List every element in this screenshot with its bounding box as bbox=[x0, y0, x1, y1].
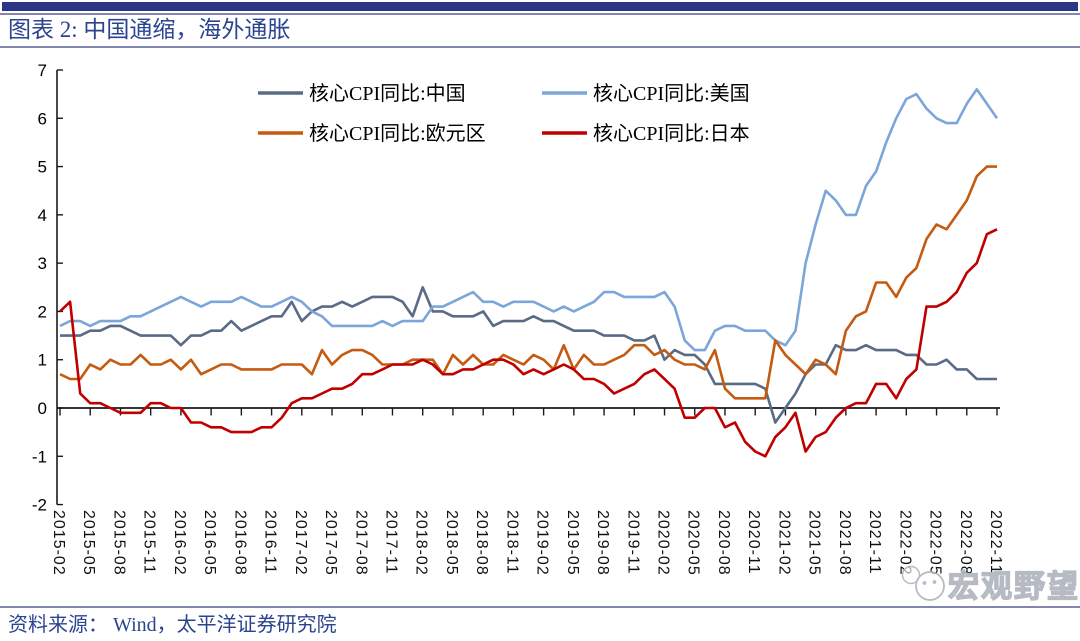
x-tick-label: 2017-02 bbox=[292, 510, 309, 576]
x-tick-label: 2020-05 bbox=[685, 510, 702, 576]
y-tick-label: 0 bbox=[38, 399, 47, 418]
x-tick-label: 2015-02 bbox=[50, 510, 67, 576]
x-tick-label: 2021-05 bbox=[806, 510, 823, 576]
top-accent-bar bbox=[2, 2, 1078, 11]
x-tick-label: 2022-02 bbox=[896, 510, 913, 576]
x-tick-label: 2021-02 bbox=[775, 510, 792, 576]
y-tick-label: -1 bbox=[32, 447, 47, 466]
legend-label-us: 核心CPI同比:美国 bbox=[593, 82, 750, 105]
y-tick-label: 7 bbox=[38, 61, 47, 80]
y-tick-label: 2 bbox=[38, 302, 47, 321]
y-tick-label: -2 bbox=[32, 496, 47, 515]
x-tick-label: 2019-11 bbox=[624, 510, 641, 575]
legend-label-china: 核心CPI同比:中国 bbox=[309, 82, 466, 105]
x-tick-label: 2016-08 bbox=[231, 510, 248, 576]
x-tick-label: 2015-08 bbox=[110, 510, 127, 576]
x-tick-label: 2015-05 bbox=[80, 510, 97, 576]
y-axis: 7 6 5 4 3 2 1 0 -1 -2 bbox=[32, 61, 63, 515]
x-tick-label: 2016-05 bbox=[201, 510, 218, 576]
x-tick-label: 2018-05 bbox=[443, 510, 460, 576]
x-tick-label: 2017-05 bbox=[322, 510, 339, 576]
x-tick-label: 2022-05 bbox=[927, 510, 944, 576]
x-tick-label: 2022-08 bbox=[957, 510, 974, 576]
x-tick-labels: 2015-02 2015-05 2015-08 2015-11 2016-02 2016-… bbox=[50, 510, 1004, 576]
legend-label-japan: 核心CPI同比:日本 bbox=[593, 122, 750, 145]
x-tick-label: 2019-02 bbox=[534, 510, 551, 576]
header-rule bbox=[0, 13, 1080, 15]
x-tick-label: 2019-08 bbox=[594, 510, 611, 576]
y-tick-label: 5 bbox=[38, 158, 47, 177]
legend-item-japan: 核心CPI同比:日本 bbox=[542, 122, 750, 145]
x-tick-label: 2018-02 bbox=[413, 510, 430, 576]
watermark-text: 宏观野望 bbox=[948, 569, 1080, 604]
series-line-japan bbox=[59, 228, 998, 458]
x-tick-label: 2020-08 bbox=[715, 510, 732, 576]
x-axis bbox=[57, 407, 1000, 416]
chart-title: 图表 2: 中国通缩，海外通胀 bbox=[8, 17, 291, 42]
footer-rule bbox=[0, 606, 1080, 608]
legend-item-us: 核心CPI同比:美国 bbox=[542, 82, 750, 105]
x-tick-label: 2016-02 bbox=[171, 510, 188, 576]
source-note: 资料来源： Wind，太平洋证券研究院 bbox=[8, 614, 337, 636]
x-tick-label: 2022-11 bbox=[987, 510, 1004, 575]
x-tick-label: 2016-11 bbox=[262, 510, 279, 575]
y-tick-label: 3 bbox=[38, 254, 47, 273]
series bbox=[59, 87, 999, 458]
x-tick-label: 2015-11 bbox=[141, 510, 158, 575]
x-tick-label: 2020-11 bbox=[745, 510, 762, 575]
legend-item-eurozone: 核心CPI同比:欧元区 bbox=[258, 122, 486, 145]
series-line-us bbox=[59, 87, 999, 352]
legend-item-china: 核心CPI同比:中国 bbox=[258, 82, 466, 105]
watermark: 宏观野望 bbox=[901, 565, 1080, 605]
y-tick-label: 1 bbox=[38, 351, 47, 370]
series-line-eurozone bbox=[59, 165, 997, 400]
x-tick-label: 2021-08 bbox=[836, 510, 853, 576]
x-tick-label: 2018-11 bbox=[503, 510, 520, 575]
title-underline bbox=[0, 46, 1080, 48]
x-tick-label: 2019-05 bbox=[564, 510, 581, 576]
x-tick-label: 2017-08 bbox=[352, 510, 369, 576]
y-tick-label: 4 bbox=[38, 206, 47, 225]
x-tick-label: 2018-08 bbox=[473, 510, 490, 576]
x-tick-label: 2017-11 bbox=[382, 510, 399, 575]
legend-label-eurozone: 核心CPI同比:欧元区 bbox=[309, 122, 486, 145]
x-tick-label: 2020-02 bbox=[655, 510, 672, 576]
x-tick-label: 2021-11 bbox=[866, 510, 883, 575]
y-tick-label: 6 bbox=[38, 109, 47, 128]
wechat-icon bbox=[901, 565, 945, 601]
